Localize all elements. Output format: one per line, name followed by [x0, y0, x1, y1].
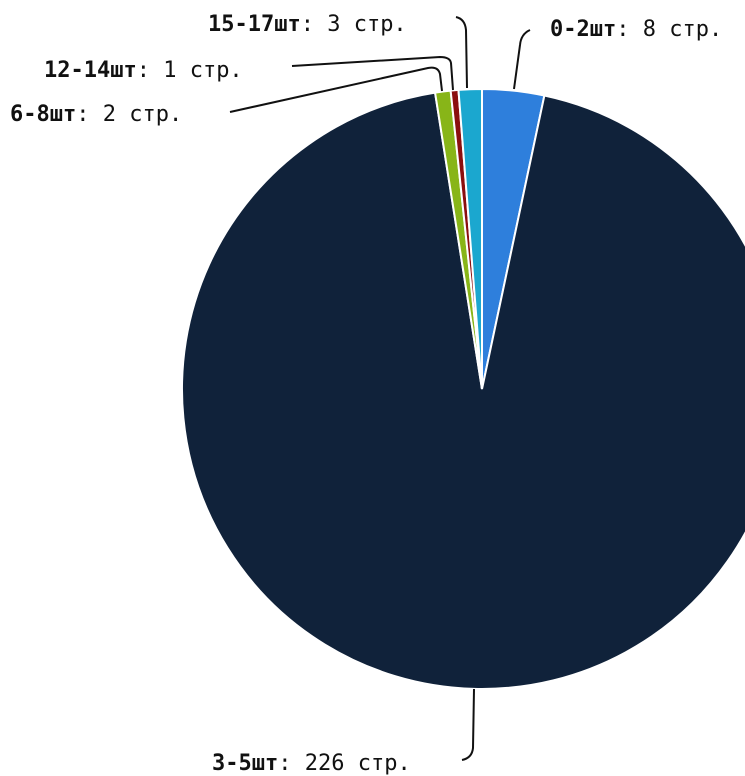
slice-label-0-2шт: 0-2шт: 8 стр. [550, 17, 722, 42]
leader-line-15-17шт [455, 16, 468, 89]
slice-labels: 0-2шт: 8 стр. 3-5шт: 226 стр. 6-8шт: 2 стр… [10, 12, 722, 776]
pie-slices [181, 87, 745, 690]
slice-category: 3-5шт [212, 751, 278, 776]
slice-category: 15-17шт [208, 12, 301, 37]
pie-slice-3-5шт [181, 91, 745, 690]
slice-label-3-5шт: 3-5шт: 226 стр. [212, 751, 411, 776]
slice-category: 6-8шт [10, 102, 76, 127]
pie-slice-15-17шт [457, 87, 483, 390]
leader-line-12-14шт [291, 55, 454, 91]
slice-label-15-17шт: 15-17шт: 3 стр. [208, 12, 407, 37]
leader-line-3-5шт [461, 688, 475, 761]
leader-line-6-8шт [229, 66, 443, 113]
slice-category: 12-14шт [44, 58, 137, 83]
slice-label-6-8шт: 6-8шт: 2 стр. [10, 102, 182, 127]
slice-value: : 226 стр. [278, 751, 410, 776]
leader-lines [229, 16, 531, 761]
slice-value: : 3 стр. [301, 12, 407, 37]
slice-value: : 2 стр. [76, 102, 182, 127]
leader-line-0-2шт [513, 29, 531, 90]
slice-value: : 1 стр. [137, 58, 243, 83]
slice-value: : 8 стр. [616, 17, 722, 42]
slice-label-12-14шт: 12-14шт: 1 стр. [44, 58, 243, 83]
slice-category: 0-2шт [550, 17, 616, 42]
